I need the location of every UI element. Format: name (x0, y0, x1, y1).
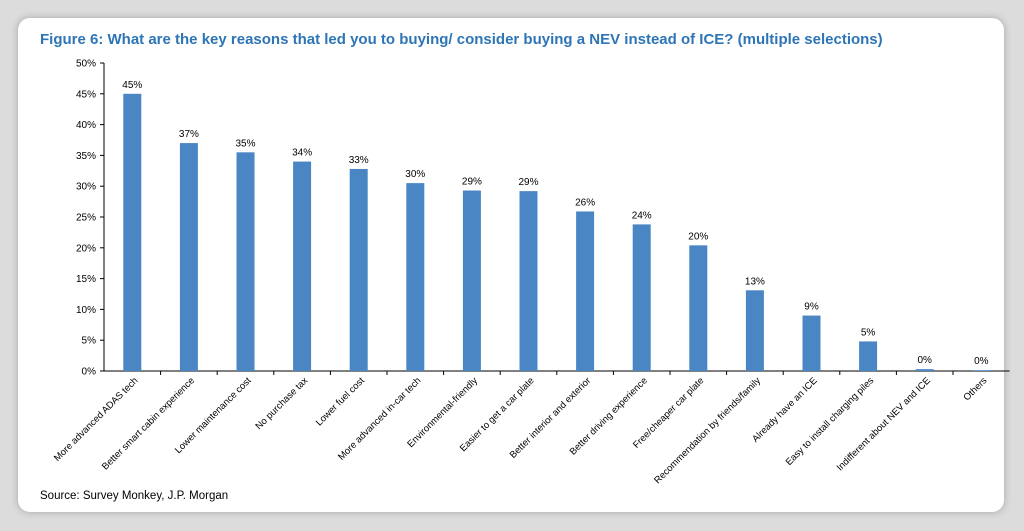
data-label: 13% (745, 276, 765, 287)
category-label: Recommendation by friends/family (652, 375, 763, 486)
chart-title: Figure 6: What are the key reasons that … (40, 31, 883, 48)
y-tick-label: 30% (76, 182, 96, 193)
data-label: 0% (974, 356, 989, 367)
y-tick-label: 10% (76, 305, 96, 316)
bar (745, 290, 764, 371)
bar (293, 161, 312, 371)
bar (406, 183, 425, 371)
data-label: 20% (688, 231, 708, 242)
data-label: 9% (804, 302, 819, 313)
chart-source: Source: Survey Monkey, J.P. Morgan (40, 490, 229, 502)
bar (576, 211, 595, 371)
data-label: 35% (235, 138, 255, 149)
y-tick-label: 35% (76, 151, 96, 162)
data-label: 29% (518, 177, 538, 188)
bar (689, 245, 708, 371)
bar (462, 190, 481, 371)
bar (915, 369, 934, 371)
category-label: Better smart cabin experience (100, 375, 197, 472)
bar (802, 315, 821, 371)
bar (349, 168, 368, 371)
data-label: 30% (405, 169, 425, 180)
category-label: Indifferent about NEV and ICE (835, 375, 933, 473)
category-label: No purchase tax (254, 375, 311, 432)
data-label: 33% (349, 155, 369, 166)
bar (859, 341, 878, 371)
data-label: 45% (122, 80, 142, 91)
y-tick-label: 25% (76, 213, 96, 224)
data-label: 34% (292, 148, 312, 159)
data-label: 29% (462, 177, 482, 188)
bar (236, 152, 255, 371)
data-label: 26% (575, 197, 595, 208)
data-label: 37% (179, 129, 199, 140)
data-label: 24% (632, 210, 652, 221)
y-tick-label: 45% (76, 89, 96, 100)
y-tick-label: 20% (76, 243, 96, 254)
data-label: 5% (861, 327, 876, 338)
y-tick-label: 5% (82, 336, 97, 347)
y-tick-label: 0% (82, 367, 97, 378)
y-tick-label: 50% (76, 59, 96, 70)
bar (123, 93, 142, 372)
bar (179, 143, 198, 371)
category-label: Lower fuel cost (314, 375, 367, 428)
bar (972, 370, 991, 371)
bar (632, 224, 651, 371)
data-label: 0% (917, 355, 932, 366)
bar (519, 191, 538, 371)
y-tick-label: 15% (76, 274, 96, 285)
category-label: Others (961, 375, 989, 403)
y-tick-label: 40% (76, 120, 96, 131)
